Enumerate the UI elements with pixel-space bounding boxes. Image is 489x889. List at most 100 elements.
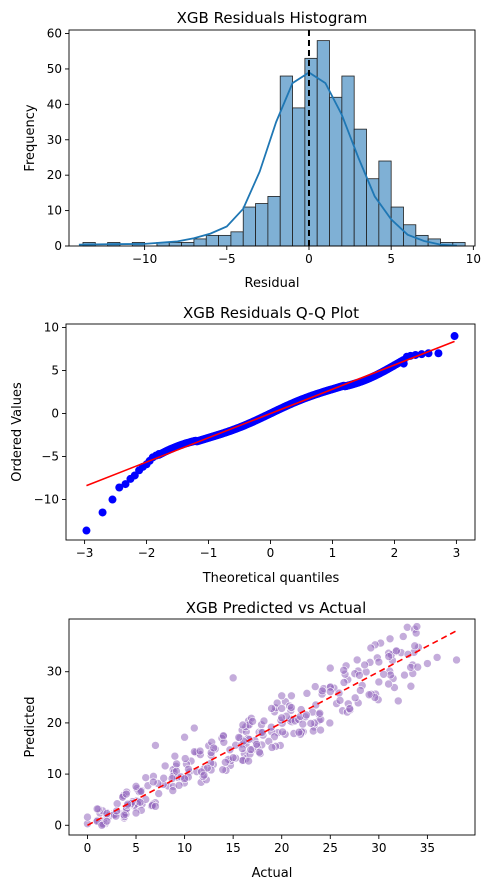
pred-actual-axes-frame	[68, 618, 476, 836]
pred-actual-point	[174, 781, 184, 790]
qq-y-ticks: −10 −5 0 5 10	[34, 320, 66, 507]
histogram-title: XGB Residuals Histogram	[177, 9, 368, 27]
pred-actual-point	[374, 677, 384, 687]
pred-actual-point	[252, 739, 261, 749]
pred-actual-y-ticks: 0 10 20 30	[47, 665, 69, 832]
pred-actual-point	[385, 634, 395, 644]
histogram-bar	[181, 242, 195, 247]
pred-actual-point	[277, 691, 287, 701]
histogram-kde-curve	[78, 71, 457, 247]
pred-actual-title: XGB Predicted vs Actual	[186, 599, 367, 617]
pred-actual-point	[83, 812, 92, 822]
pred-actual-point	[170, 751, 180, 761]
qq-x-tick-label: 1	[329, 546, 337, 560]
pred-actual-point	[149, 777, 158, 787]
pred-actual-point	[413, 662, 422, 672]
pred-actual-x-tick-label: 5	[132, 841, 140, 855]
qq-x-tick-label: −1	[200, 546, 218, 560]
pred-actual-x-label: Actual	[252, 866, 293, 881]
pred-actual-x-tick-label: 25	[323, 841, 338, 855]
histogram-x-tick-label: −10	[132, 252, 157, 266]
pred-actual-y-label: Predicted	[23, 696, 38, 757]
qq-point	[115, 483, 124, 492]
pred-actual-point	[244, 756, 253, 766]
histogram-bar	[230, 231, 244, 247]
histogram-panel: XGB Residuals Histogram −10 −5 0 5 10 0 10 20 3…	[23, 9, 481, 291]
qq-title: XGB Residuals Q-Q Plot	[183, 304, 359, 322]
pred-actual-point	[180, 754, 190, 763]
histogram-bar	[292, 107, 306, 247]
histogram-bar	[218, 234, 232, 247]
pred-actual-point	[325, 718, 335, 728]
pred-actual-panel: XGB Predicted vs Actual 0 5 10 15 20 25 30 35 0…	[23, 599, 476, 881]
histogram-x-tick-label: 5	[387, 252, 395, 266]
pred-actual-point	[412, 622, 422, 631]
histogram-bar	[242, 206, 256, 247]
pred-actual-point	[278, 727, 287, 737]
histogram-bar	[341, 75, 355, 247]
pred-actual-point	[180, 774, 189, 783]
pred-actual-point	[325, 663, 335, 673]
pred-actual-point	[352, 655, 362, 665]
histogram-bar	[366, 178, 380, 247]
pred-actual-point	[432, 653, 442, 662]
pred-actual-point	[195, 746, 205, 756]
pred-actual-x-tick-label: 10	[177, 841, 192, 855]
pred-actual-point	[345, 704, 355, 713]
qq-point	[98, 508, 107, 517]
histogram-y-tick-label: 40	[47, 97, 62, 111]
pred-actual-point	[393, 696, 403, 706]
histogram-bar	[316, 40, 330, 247]
histogram-y-tick-label: 20	[47, 168, 62, 182]
qq-point	[121, 480, 130, 489]
pred-actual-point	[423, 659, 432, 668]
pred-actual-y-tick-label: 0	[54, 818, 62, 832]
pred-actual-point	[310, 682, 320, 691]
qq-y-tick-label: 5	[51, 363, 59, 377]
pred-actual-point	[400, 670, 409, 680]
pred-actual-point	[184, 764, 193, 774]
pred-actual-point	[294, 727, 304, 737]
pred-actual-y-tick-label: 30	[47, 665, 62, 679]
pred-actual-point	[317, 686, 327, 696]
pred-actual-point	[384, 679, 393, 689]
histogram-y-ticks: 0 10 20 30 40 50 60	[47, 27, 69, 253]
pred-actual-point	[119, 810, 129, 820]
qq-x-tick-label: −2	[138, 546, 156, 560]
pred-actual-point	[355, 671, 364, 680]
pred-actual-point	[360, 660, 369, 670]
pred-actual-point	[364, 690, 374, 700]
pred-actual-point	[112, 806, 121, 816]
pred-actual-point	[335, 696, 345, 705]
histogram-axes-frame	[68, 29, 476, 247]
pred-actual-point	[277, 704, 287, 713]
pred-actual-point	[238, 720, 248, 730]
pred-actual-point	[168, 786, 178, 795]
qq-fit-line	[86, 340, 455, 487]
pred-actual-point	[246, 745, 255, 754]
pred-actual-point	[160, 761, 170, 771]
qq-y-tick-label: 10	[44, 320, 59, 334]
histogram-bar	[279, 75, 293, 247]
qq-y-tick-label: 0	[51, 406, 59, 420]
qq-x-tick-label: 0	[267, 546, 275, 560]
histogram-x-tick-label: −5	[218, 252, 236, 266]
pred-actual-point	[255, 747, 264, 757]
qq-y-tick-label: −10	[34, 493, 59, 507]
histogram-y-tick-label: 30	[47, 133, 62, 147]
qq-point	[434, 349, 443, 358]
pred-actual-point	[154, 789, 164, 798]
qq-x-tick-label: −3	[76, 546, 94, 560]
pred-actual-point	[209, 743, 219, 753]
pred-actual-point	[270, 732, 279, 742]
qq-x-label: Theoretical quantiles	[202, 571, 340, 586]
pred-actual-point	[410, 641, 420, 651]
histogram-bar	[168, 242, 182, 247]
pred-actual-point	[339, 665, 348, 675]
pred-actual-point	[159, 773, 168, 783]
pred-actual-point	[135, 798, 145, 807]
histogram-bar	[193, 238, 207, 247]
qq-x-ticks: −3 −2 −1 0 1 2 3	[76, 540, 460, 560]
histogram-y-label: Frequency	[23, 104, 38, 171]
qq-point	[450, 332, 459, 341]
